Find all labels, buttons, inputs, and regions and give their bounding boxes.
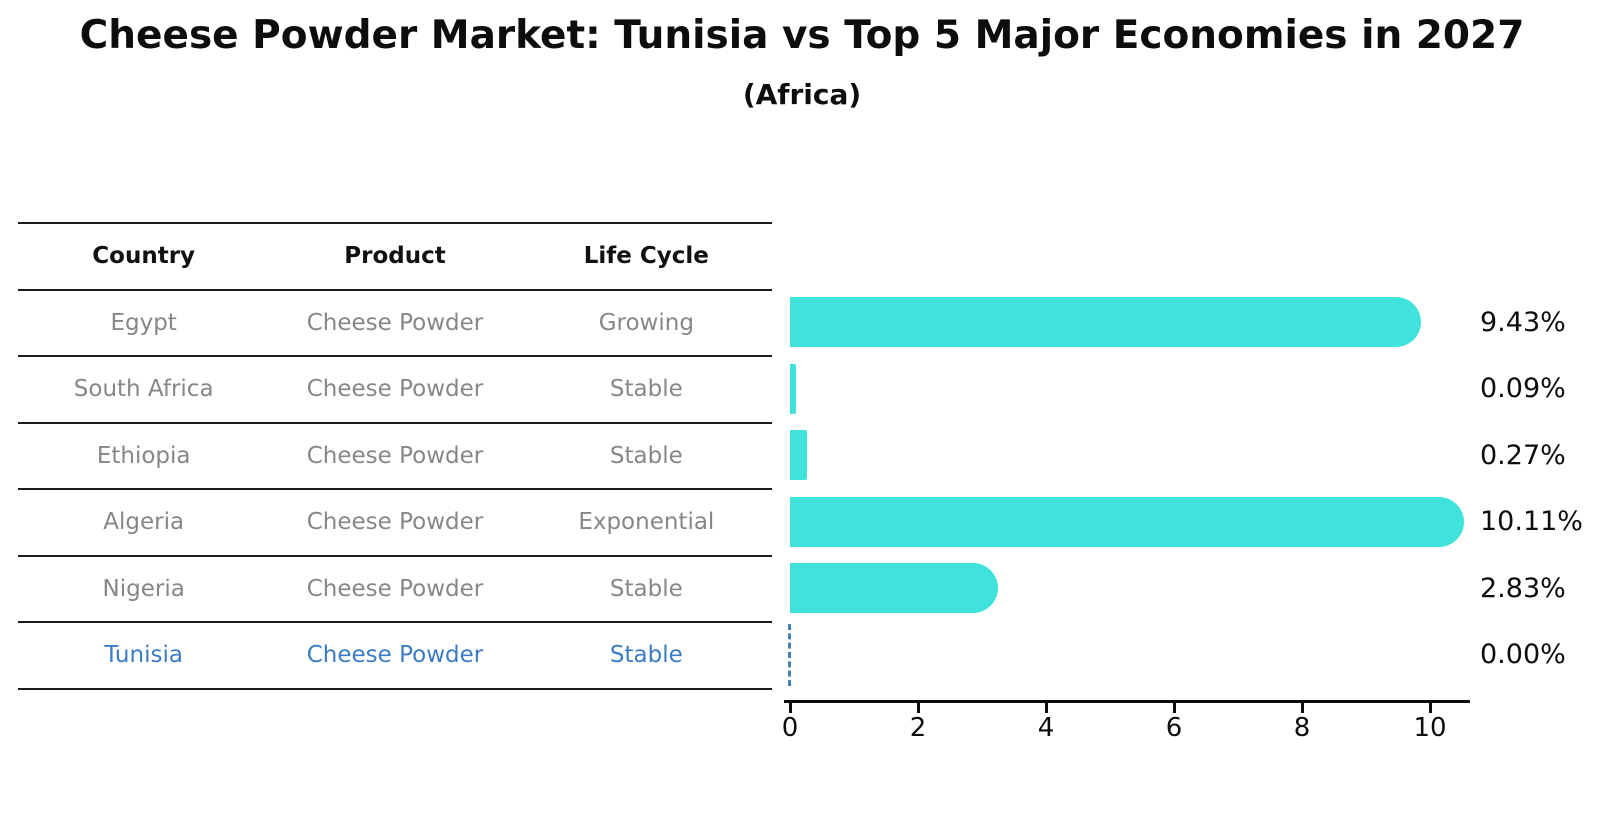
x-tick-mark (1300, 703, 1304, 713)
bar-value-label: 2.83% (1480, 572, 1566, 604)
x-axis: 0 2 4 6 8 10 (782, 700, 1470, 743)
product-cell: Cheese Powder (306, 442, 484, 469)
country-cell: Egypt (110, 309, 177, 336)
x-tick-label: 8 (1293, 713, 1311, 743)
country-table: Country Product Life Cycle Egypt Cheese P… (18, 222, 772, 690)
x-tick-mark (916, 703, 920, 713)
column-header-life-cycle: Life Cycle (583, 243, 709, 270)
country-cell: South Africa (73, 376, 214, 403)
column-header-product: Product (344, 243, 446, 270)
life-cycle-cell: Stable (609, 575, 683, 602)
column-header-country: Country (92, 243, 196, 270)
life-cycle-cell: Stable (609, 642, 683, 669)
bar (790, 297, 1421, 347)
bar (790, 496, 1465, 547)
chart-subtitle: (Africa) (742, 78, 862, 111)
bar-value-label: 10.11% (1480, 506, 1583, 538)
country-cell: Algeria (103, 509, 185, 536)
x-tick-label: 6 (1165, 713, 1183, 743)
bar (790, 563, 999, 613)
bar-row (790, 422, 1490, 489)
x-tick-mark (788, 703, 792, 713)
life-cycle-cell: Growing (598, 309, 694, 336)
product-cell: Cheese Powder (306, 509, 484, 536)
product-cell: Cheese Powder (306, 642, 484, 669)
x-tick-label: 2 (909, 713, 927, 743)
table-row: Tunisia Cheese Powder Stable (18, 623, 772, 690)
country-cell: Nigeria (102, 575, 185, 602)
x-tick-label: 0 (781, 713, 799, 743)
life-cycle-cell: Stable (609, 442, 683, 469)
country-cell: Ethiopia (96, 442, 191, 469)
product-cell: Cheese Powder (306, 376, 484, 403)
x-tick-mark (1172, 703, 1176, 713)
bar-value-label: 0.09% (1480, 373, 1566, 405)
bar-row (790, 289, 1490, 356)
life-cycle-cell: Stable (609, 376, 683, 403)
x-tick-label: 4 (1037, 713, 1055, 743)
life-cycle-cell: Exponential (578, 509, 715, 536)
bar-value-label: 0.00% (1480, 639, 1566, 671)
table-row: Egypt Cheese Powder Growing (18, 291, 772, 357)
x-tick-mark (1428, 703, 1432, 713)
chart-title: Cheese Powder Market: Tunisia vs Top 5 M… (79, 13, 1525, 58)
x-tick-label: 10 (1413, 713, 1447, 743)
bar-row (790, 356, 1490, 423)
table-row: Nigeria Cheese Powder Stable (18, 557, 772, 623)
bar (790, 430, 808, 480)
table-header-row: Country Product Life Cycle (18, 224, 772, 291)
bar-row (790, 489, 1490, 556)
bar-value-label: 9.43% (1480, 306, 1566, 338)
bar-row (790, 555, 1490, 622)
product-cell: Cheese Powder (306, 309, 484, 336)
country-cell: Tunisia (104, 642, 183, 669)
x-tick-mark (1044, 703, 1048, 713)
table-row: Ethiopia Cheese Powder Stable (18, 424, 772, 490)
zero-value-dashed-marker (788, 623, 791, 686)
bar-plot-area (788, 289, 1490, 689)
value-label-column: 9.43% 0.09% 0.27% 10.11% 2.83% 0.00% (1480, 289, 1604, 688)
table-row: South Africa Cheese Powder Stable (18, 357, 772, 424)
bar-row (788, 622, 1490, 689)
bar (790, 363, 796, 414)
bar-value-label: 0.27% (1480, 439, 1566, 471)
table-body: Egypt Cheese Powder Growing South Africa Che… (18, 291, 772, 690)
product-cell: Cheese Powder (306, 575, 484, 602)
table-row: Algeria Cheese Powder Exponential (18, 490, 772, 557)
